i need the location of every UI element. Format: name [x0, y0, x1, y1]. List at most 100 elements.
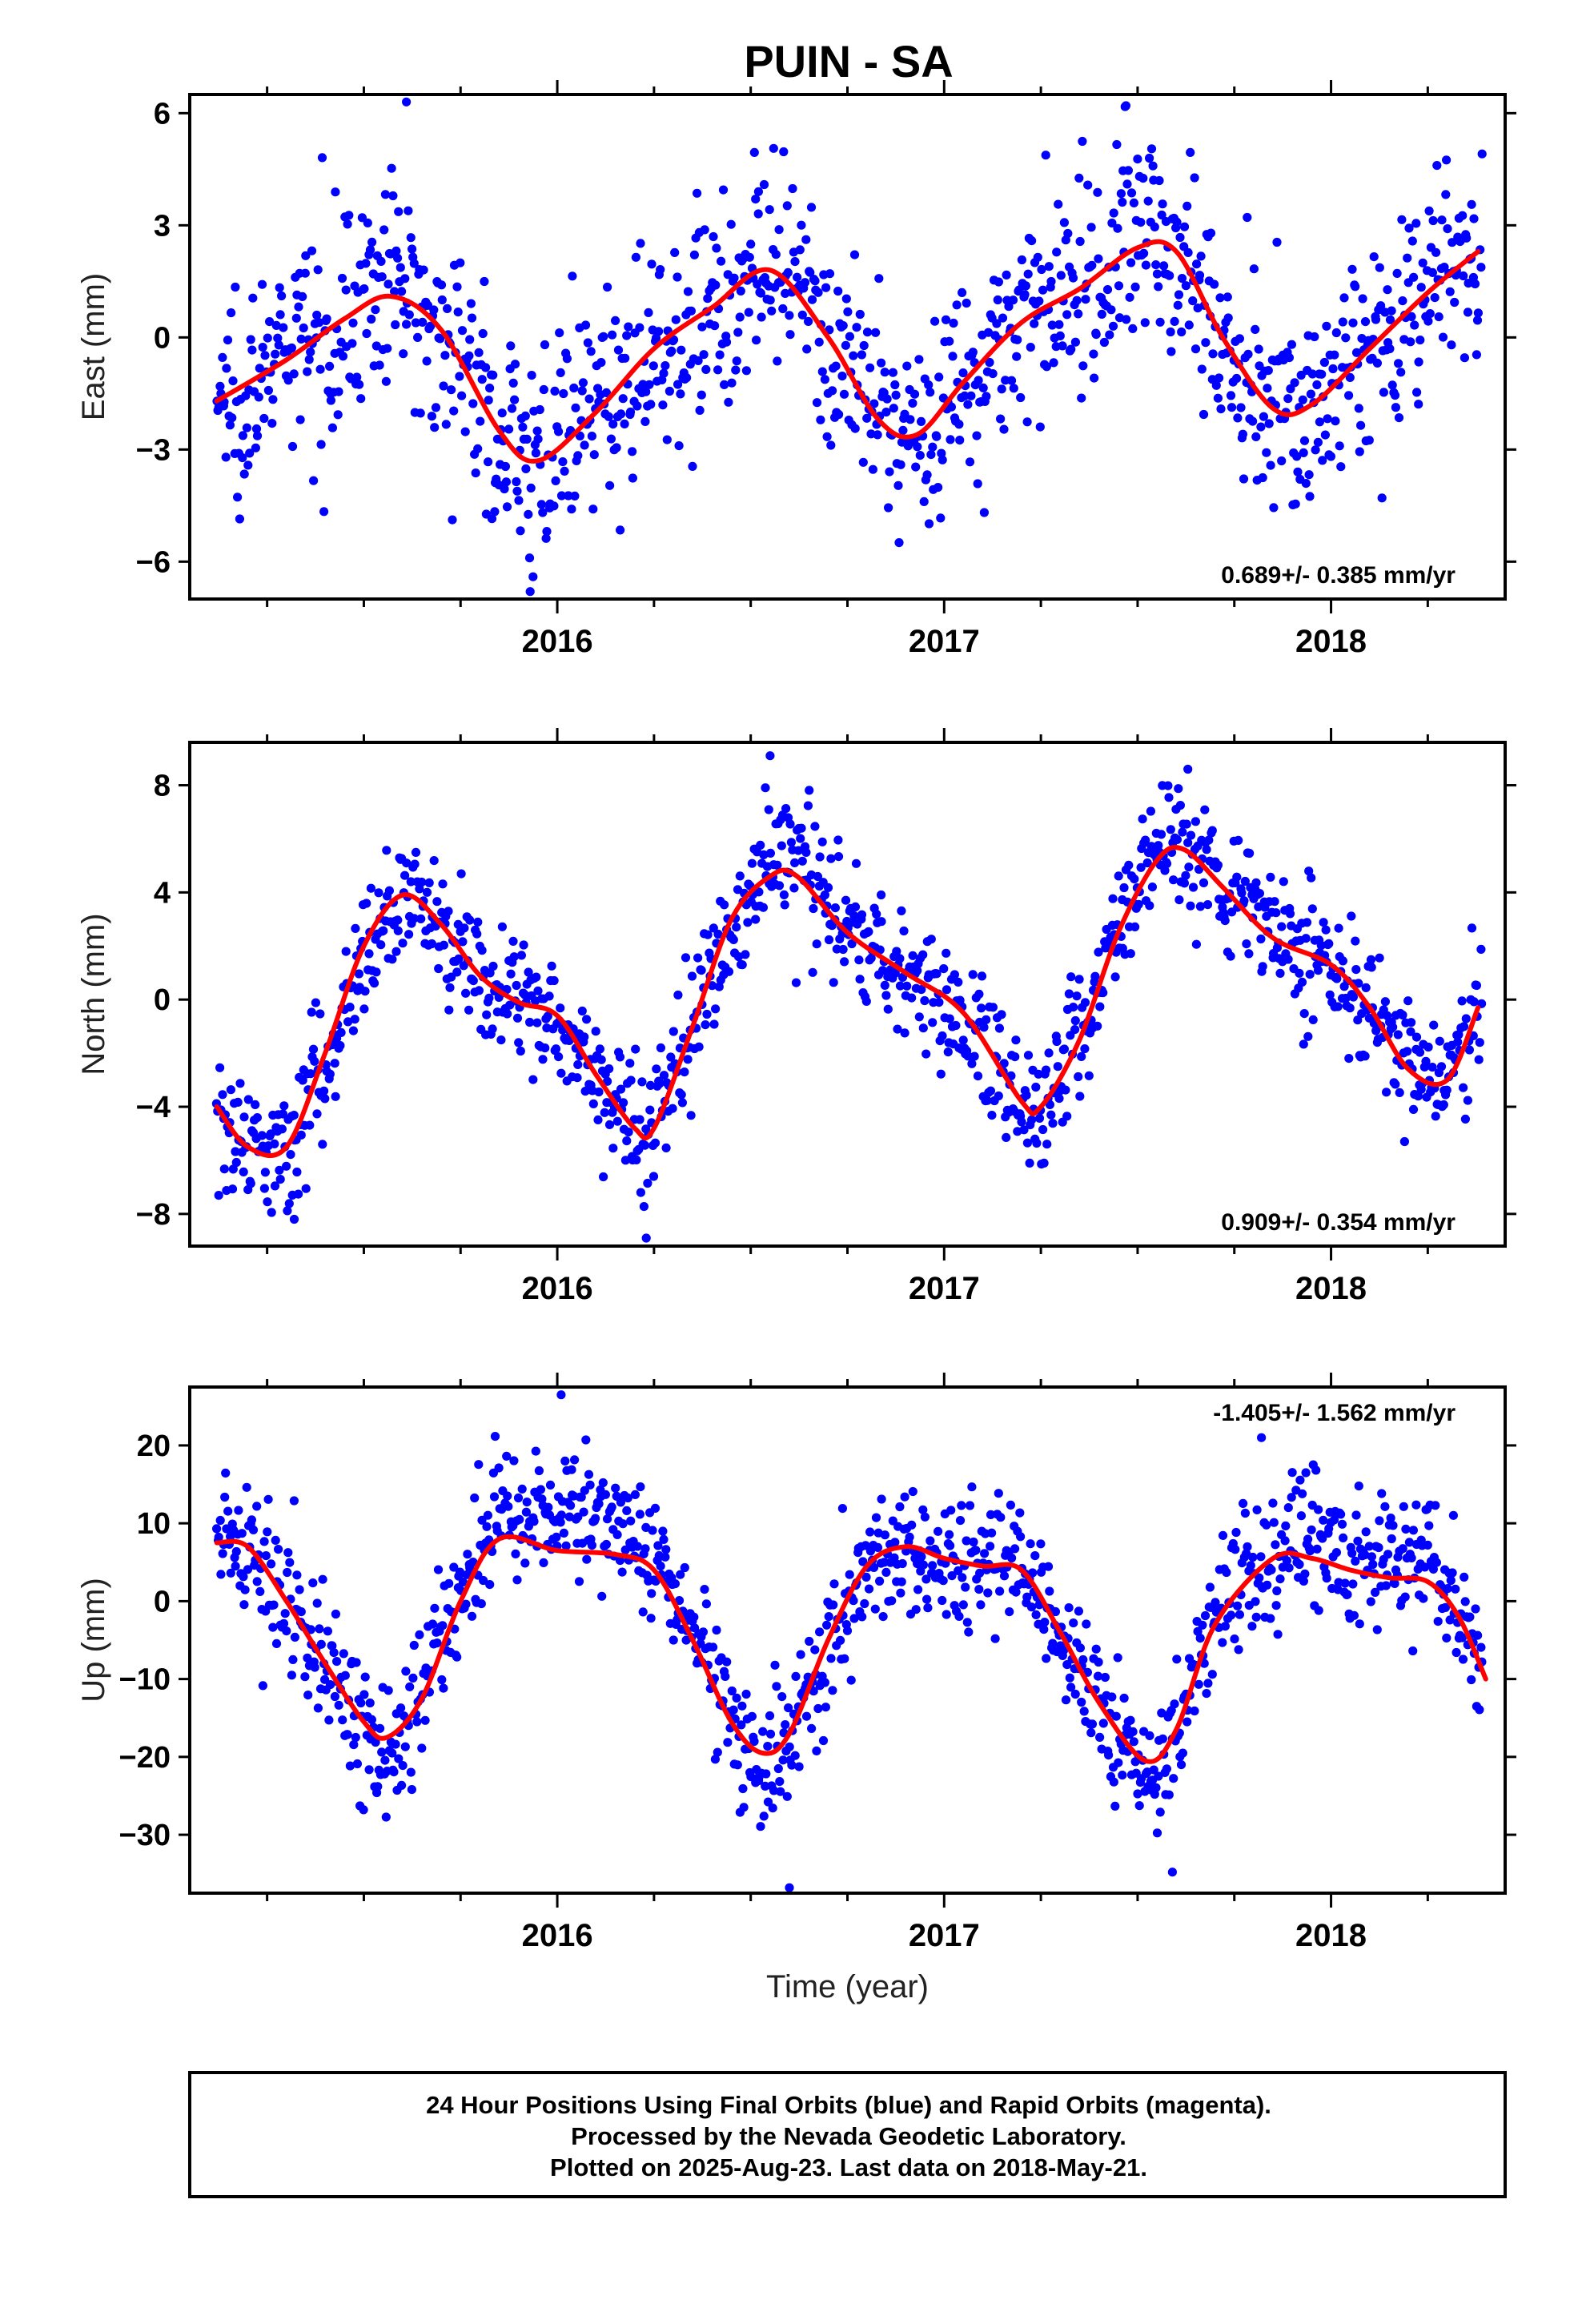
up-point [534, 1466, 544, 1476]
east-point [828, 386, 837, 396]
east-point [618, 394, 628, 404]
east-point [268, 395, 278, 404]
north-point [520, 990, 530, 999]
east-point [806, 203, 817, 212]
east-point [251, 443, 260, 452]
north-point [950, 970, 959, 979]
up-point [482, 1522, 492, 1531]
north-point [1360, 1051, 1370, 1061]
east-point [1108, 321, 1118, 331]
up-point [1048, 1638, 1058, 1648]
north-point [415, 884, 424, 894]
up-point [1155, 1807, 1165, 1817]
up-point [646, 1614, 656, 1623]
up-point [1404, 1538, 1414, 1547]
north-point [958, 1035, 968, 1045]
east-point [381, 376, 391, 386]
up-point [1079, 1707, 1089, 1716]
up-point [1066, 1683, 1076, 1692]
north-point [1108, 894, 1118, 903]
north-point [540, 1043, 550, 1053]
up-point [1230, 1634, 1239, 1644]
up-point [784, 1703, 793, 1713]
east-point [1044, 262, 1054, 271]
east-point [1107, 218, 1117, 228]
up-point [1243, 1542, 1252, 1552]
east-point [436, 334, 445, 344]
north-point [840, 957, 849, 967]
east-point [580, 320, 591, 330]
east-point [1181, 281, 1191, 291]
north-point [215, 1063, 225, 1072]
east-point [1345, 372, 1355, 382]
up-point [463, 1550, 472, 1559]
east-point [362, 328, 371, 339]
up-point [1367, 1552, 1376, 1562]
east-point [306, 348, 315, 357]
east-point [833, 286, 843, 296]
north-point [918, 950, 928, 959]
north-point [1301, 934, 1311, 943]
east-point [670, 247, 680, 257]
east-point [1283, 394, 1293, 404]
north-point [246, 1179, 255, 1188]
up-point [820, 1678, 829, 1687]
up-point [397, 1780, 407, 1790]
east-point [1412, 388, 1422, 397]
east-point [222, 364, 231, 373]
up-point [407, 1785, 416, 1795]
east-point [359, 284, 369, 294]
up-point [1319, 1515, 1328, 1525]
up-point [986, 1542, 995, 1551]
east-point [455, 372, 464, 381]
north-point [854, 955, 864, 965]
up-point [1005, 1607, 1014, 1617]
east-x-tick-label: 2018 [1295, 624, 1367, 659]
north-point [1074, 1072, 1083, 1082]
up-point [290, 1632, 299, 1642]
east-point [801, 235, 811, 244]
east-point [624, 322, 633, 332]
up-point [656, 1562, 665, 1571]
east-point [709, 231, 718, 242]
north-point [1295, 968, 1304, 978]
east-point [524, 553, 535, 563]
up-x-tick-label: 2016 [522, 1918, 593, 1953]
up-point [400, 1742, 410, 1751]
north-point [595, 1044, 605, 1054]
east-point [622, 331, 632, 340]
up-point [623, 1493, 632, 1503]
up-point [700, 1585, 709, 1594]
up-point [871, 1513, 881, 1522]
east-point [686, 306, 697, 316]
up-point [818, 1735, 829, 1746]
up-point [271, 1638, 282, 1648]
north-point [793, 846, 803, 855]
east-point [913, 442, 922, 452]
north-point [1034, 1069, 1043, 1079]
up-point [758, 1727, 768, 1736]
east-point [674, 441, 684, 451]
east-point [868, 464, 877, 474]
up-point [829, 1579, 839, 1589]
north-point [1237, 888, 1247, 898]
east-point [476, 416, 485, 426]
east-point [1145, 153, 1154, 163]
up-point [432, 1638, 442, 1648]
up-point [1295, 1475, 1305, 1485]
up-point [1255, 1573, 1264, 1582]
east-point [510, 360, 520, 369]
up-point [1030, 1551, 1040, 1561]
north-point [528, 1075, 538, 1084]
east-point [404, 310, 414, 320]
east-point [1055, 331, 1065, 340]
up-point [1312, 1544, 1322, 1554]
north-point [417, 877, 427, 887]
up-point [1283, 1503, 1293, 1513]
north-point [765, 751, 775, 761]
up-point [334, 1700, 343, 1710]
north-point [1319, 918, 1328, 927]
east-point [526, 483, 536, 493]
north-point [1279, 877, 1288, 887]
north-point [1297, 977, 1307, 987]
